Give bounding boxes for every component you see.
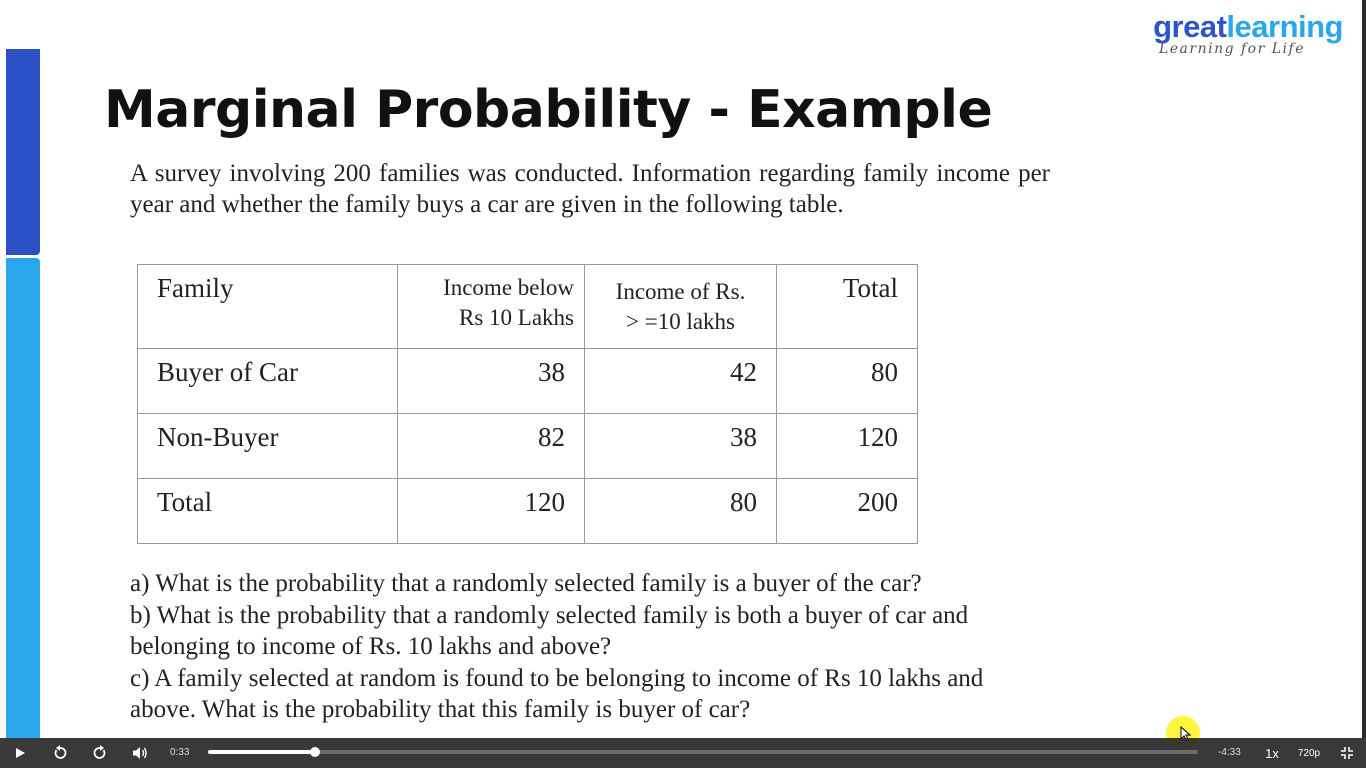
- progress-fill: [208, 750, 315, 754]
- rewind-button[interactable]: [46, 738, 74, 768]
- question-c: c) A family selected at random is found …: [130, 664, 984, 724]
- header-total: Total: [776, 264, 918, 349]
- table-cell: 120: [397, 478, 585, 544]
- table-cell: 82: [397, 413, 585, 479]
- logo-tagline: Learning for Life: [1158, 41, 1305, 57]
- slide-title: Marginal Probability - Example: [104, 80, 993, 140]
- greatlearning-logo: greatlearning Learning for Life: [1118, 10, 1343, 62]
- table-cell: 200: [776, 478, 918, 544]
- slide: greatlearning Learning for Life Marginal…: [6, 0, 1366, 738]
- progress-bar[interactable]: [208, 747, 1198, 757]
- table-cell: 80: [584, 478, 777, 544]
- row-label: Total: [137, 478, 398, 544]
- play-icon: [16, 748, 25, 758]
- header-income-above: Income of Rs. > =10 lakhs: [584, 264, 777, 349]
- table-row: Buyer of Car 38 42 80: [137, 348, 918, 414]
- table-cell: 80: [776, 348, 918, 414]
- logo-learning: learning: [1226, 9, 1343, 44]
- table-row: Non-Buyer 82 38 120: [137, 413, 918, 479]
- header-family: Family: [137, 264, 398, 349]
- remaining-time: -4:33: [1218, 747, 1241, 758]
- table-cell: 38: [584, 413, 777, 479]
- table-cell: 42: [584, 348, 777, 414]
- question-list: a) What is the probability that a random…: [130, 568, 1010, 726]
- fullscreen-exit-icon: [1341, 747, 1353, 759]
- forward-button[interactable]: [86, 738, 114, 768]
- current-time: 0:33: [170, 747, 190, 758]
- table-header-row: Family Income below Rs 10 Lakhs Income o…: [137, 264, 918, 349]
- table-cell: 120: [776, 413, 918, 479]
- accent-bar-light: [6, 258, 40, 738]
- quality-button[interactable]: 720p: [1297, 747, 1321, 759]
- question-a: a) What is the probability that a random…: [130, 570, 922, 597]
- accent-bar-dark: [6, 49, 40, 255]
- header-income-below-line2: Rs 10 Lakhs: [459, 305, 574, 330]
- header-income-above-line2: > =10 lakhs: [626, 309, 735, 334]
- slide-edge: [1362, 0, 1366, 738]
- question-b: b) What is the probability that a random…: [130, 601, 969, 661]
- header-income-above-line1: Income of Rs.: [615, 279, 746, 304]
- video-controls: 0:33 -4:33 1x 720p: [0, 738, 1366, 768]
- play-button[interactable]: [6, 738, 34, 768]
- row-label: Buyer of Car: [137, 348, 398, 414]
- intro-paragraph: A survey involving 200 families was cond…: [130, 160, 1050, 218]
- forward-icon: [93, 745, 106, 759]
- exit-fullscreen-button[interactable]: [1336, 738, 1358, 768]
- volume-button[interactable]: [126, 738, 154, 768]
- logo-great: great: [1153, 9, 1227, 44]
- table-cell: 38: [397, 348, 585, 414]
- rewind-icon: [54, 745, 67, 759]
- progress-handle[interactable]: [309, 747, 320, 757]
- playback-speed-button[interactable]: 1x: [1265, 745, 1279, 761]
- logo-wordmark: greatlearning: [1118, 10, 1343, 44]
- header-income-below-line1: Income below: [443, 275, 574, 300]
- table-row: Total 120 80 200: [137, 478, 918, 544]
- contingency-table: Family Income below Rs 10 Lakhs Income o…: [137, 264, 918, 544]
- header-income-below: Income below Rs 10 Lakhs: [397, 264, 585, 349]
- row-label: Non-Buyer: [137, 413, 398, 479]
- volume-icon: [133, 747, 147, 759]
